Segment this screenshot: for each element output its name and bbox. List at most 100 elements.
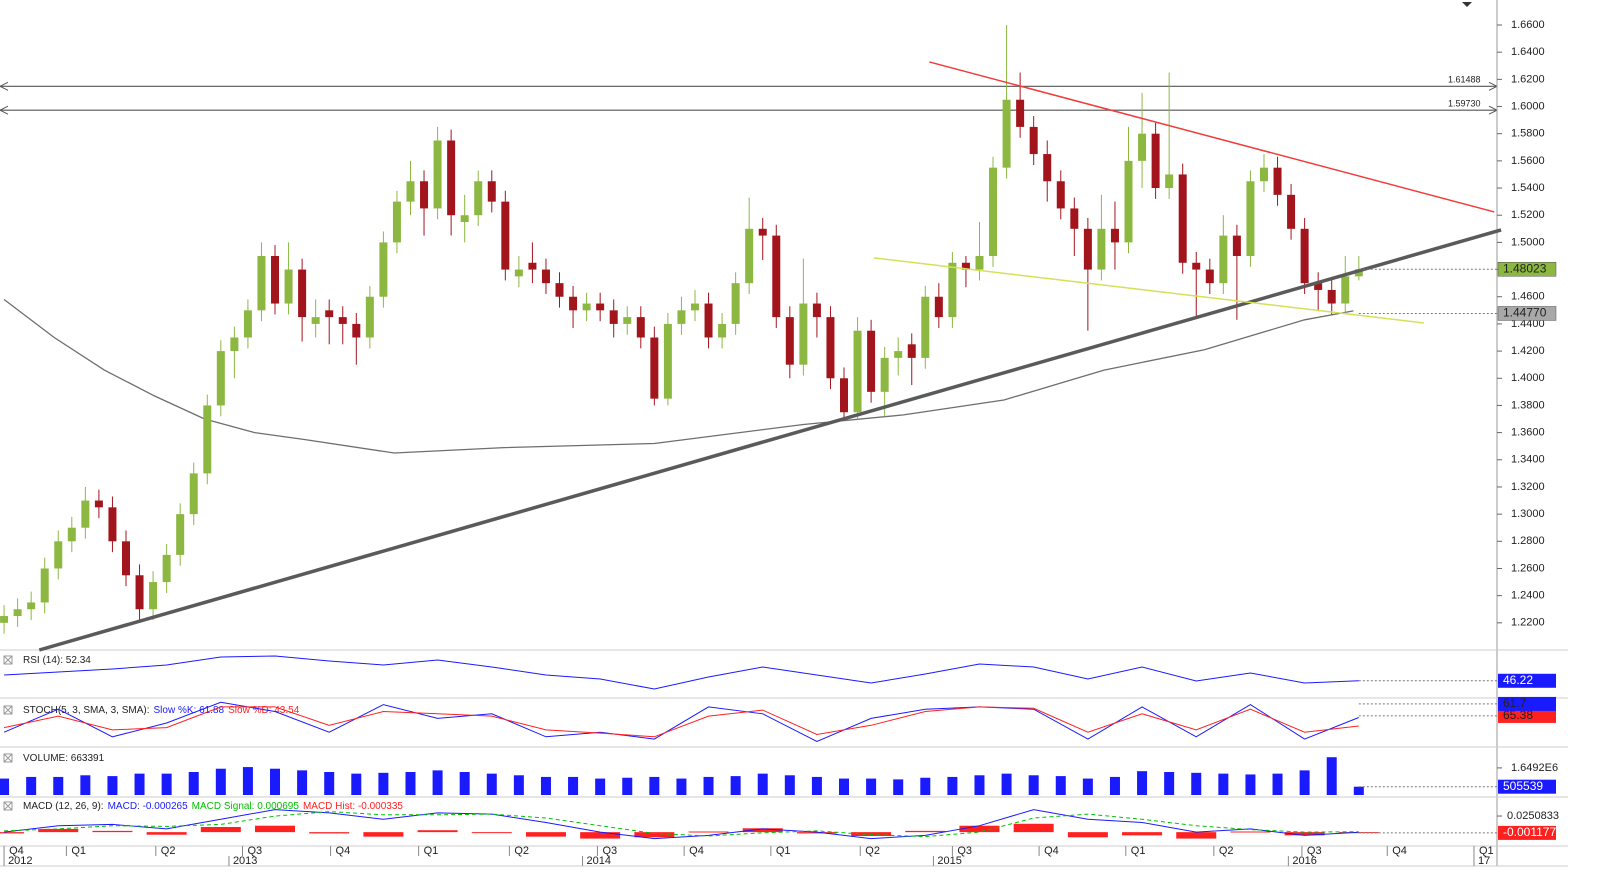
candle-body [934, 296, 943, 318]
candle-body [81, 500, 90, 528]
volume-bar [1001, 773, 1012, 795]
volume-bar [1055, 776, 1066, 795]
candle-body [731, 283, 740, 324]
panel-title-part: STOCH(5, 3, SMA, 3, SMA): [23, 705, 150, 716]
candle-body [13, 609, 22, 617]
panel-title-part: Slow %D: 43.54 [228, 705, 300, 716]
x-tick-label: Q2 [865, 845, 880, 857]
y-tick-label: 1.4000 [1511, 372, 1545, 384]
y-tick-label: 1.5200 [1511, 209, 1545, 221]
panel-title-part: MACD Signal: 0.000695 [192, 801, 300, 812]
panel-icon [3, 753, 13, 763]
candle-body [1178, 174, 1187, 263]
candle-body [474, 181, 483, 216]
candle-body [867, 330, 876, 392]
x-tick-label: Q3 [957, 845, 972, 857]
panel-title-part: MACD Hist: -0.000335 [303, 801, 403, 812]
candle-body [1287, 194, 1296, 229]
x-tick-label: Q3 [1307, 845, 1322, 857]
candle-body [1327, 289, 1336, 304]
macd-hist-bar [1013, 823, 1054, 833]
trendline [873, 257, 1424, 324]
x-tick-label: Q1 [424, 845, 439, 857]
volume-bar [0, 778, 10, 795]
candle-body [961, 262, 970, 270]
candle-body [298, 269, 307, 318]
y-tick-label: 1.6000 [1511, 100, 1545, 112]
candle-body [514, 269, 523, 277]
volume-bar [297, 770, 308, 795]
candle-body [623, 317, 632, 324]
volume-bar [513, 775, 524, 795]
candle-body [1043, 154, 1052, 182]
macd-hist-bar [851, 832, 892, 836]
volume-bar [1028, 775, 1039, 795]
x-tick-label: Q2 [1219, 845, 1234, 857]
volume-bar [920, 777, 931, 795]
level-label: 1.59730 [1448, 99, 1481, 109]
volume-bar [459, 772, 470, 795]
candle-body [772, 235, 781, 318]
candle-body [799, 303, 808, 365]
x2-tick-label: 2014 [587, 855, 611, 867]
volume-bar [26, 776, 37, 795]
candle-body [745, 228, 754, 284]
volume-bar [405, 772, 416, 795]
volume-bar [53, 776, 64, 795]
macd-hist-bar [959, 825, 1000, 833]
candle-body [975, 255, 984, 270]
candle-body [149, 582, 158, 610]
value-box [1498, 673, 1556, 688]
panel-icon [3, 655, 13, 665]
volume-bar [378, 772, 389, 795]
candle-body [1354, 269, 1363, 277]
panel-title: RSI (14): 52.34 [23, 655, 91, 666]
candle-body [1083, 228, 1092, 270]
y-tick-label: 1.4200 [1511, 345, 1545, 357]
macd-hist-bar [634, 832, 675, 838]
candle-body [718, 323, 727, 338]
candle-body [447, 140, 456, 216]
volume-bar [839, 778, 850, 795]
candle-body [596, 303, 605, 311]
moving-average [3, 298, 1354, 454]
candle-body [907, 344, 916, 358]
x2-tick-label: 2012 [8, 855, 32, 867]
menu-arrow[interactable] [1462, 2, 1472, 7]
x2-tick-label: 2013 [233, 855, 257, 867]
candle-body [189, 473, 198, 515]
volume-bar [161, 773, 172, 795]
candle-body [1016, 99, 1025, 127]
x-tick-label: Q2 [161, 845, 176, 857]
macd-signal-line [4, 811, 1359, 838]
candle-body [433, 140, 442, 209]
volume-bar [1272, 773, 1283, 795]
macd-hist-bar [796, 832, 837, 834]
volume-bar [1191, 772, 1202, 795]
panel-icon-x [3, 801, 13, 811]
candle-body [108, 507, 117, 542]
x-tick-label: Q4 [1392, 845, 1407, 857]
y-tick-label: 1.2800 [1511, 535, 1545, 547]
candle-body [1002, 99, 1011, 168]
candle-body [284, 269, 293, 304]
level-label: 1.61488 [1448, 75, 1481, 85]
candle-body [1151, 133, 1160, 189]
candle-body [379, 242, 388, 297]
candle-body [1219, 235, 1228, 284]
macd-hist-bar [905, 830, 946, 833]
x2-tick-label: 17 [1478, 855, 1490, 867]
candle-body [948, 262, 957, 318]
candle-body [1029, 126, 1038, 155]
candle-body [690, 303, 699, 311]
candle-body [162, 554, 171, 583]
y-tick-label: 1.6600 [1511, 19, 1545, 31]
candle-body [40, 568, 49, 603]
volume-bar [974, 775, 985, 795]
candle-body [758, 228, 767, 236]
panel-title: STOCH(5, 3, SMA, 3, SMA): Slow %K: 61.88 S… [23, 705, 300, 716]
macd-hist-bar [146, 832, 187, 835]
marker-box [1497, 262, 1557, 277]
volume-bar [134, 773, 145, 795]
